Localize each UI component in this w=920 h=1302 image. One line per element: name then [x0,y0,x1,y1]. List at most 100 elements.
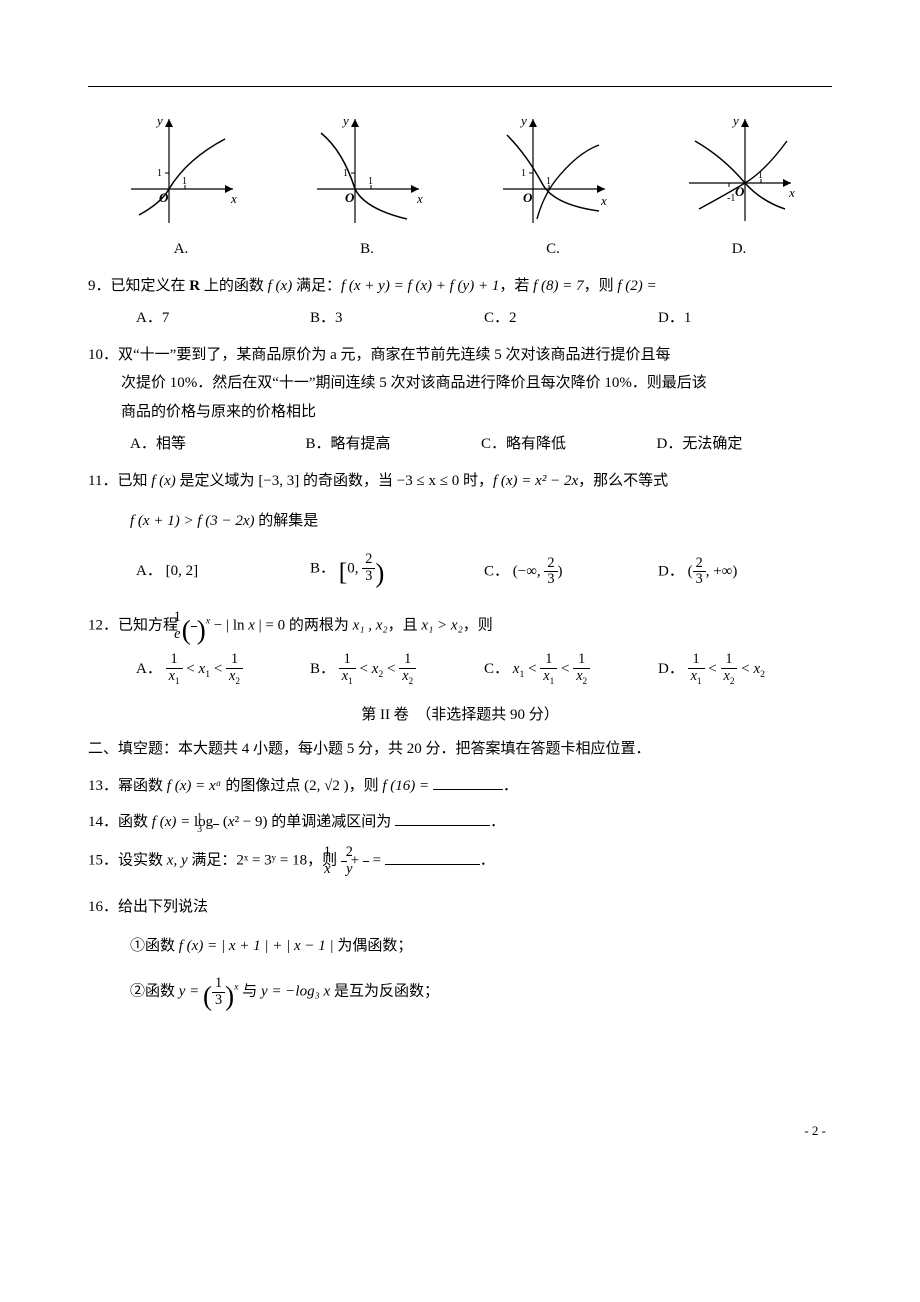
svg-text:1: 1 [157,168,162,179]
q15-number: 15． [88,853,118,869]
q12-opt-b: B． 1x1 < x2 < 1x2 [310,652,484,687]
q14-tail: ． [490,814,505,830]
q15-t2: 满足： [188,853,237,869]
q9-opt-d: D．1 [658,304,832,333]
graph-a-label: A. [121,235,241,264]
svg-text:x: x [230,191,237,206]
q12-a-label: A． [136,661,162,677]
q11-t1: 已知 [117,473,151,489]
q9-t3: 满足： [292,278,341,294]
q14-blank [395,811,490,826]
question-14: 14．函数 f (x) = log13 (x² − 9) 的单调递减区间为 ． [88,808,832,837]
q16-i1a: ①函数 [130,938,179,954]
q9-t2: 上的函数 [200,278,268,294]
svg-text:x: x [788,185,795,200]
q12-t2: 的两根为 [289,618,353,634]
q16-i2a: ②函数 [130,984,179,1000]
q11-opt-a: A． [0, 2] [136,557,310,586]
q10-l1: 双“十一”要到了，某商品原价为 a 元，商家在节前先连续 5 次对该商品进行提价… [118,347,670,363]
graph-a-svg: x y O 1 1 [121,111,241,231]
q16-text: 给出下列说法 [118,899,208,915]
q9-t1: 已知定义在 [111,278,190,294]
graph-options-row: x y O 1 1 A. x y O 1 1 [88,111,832,264]
q9-opt-a: A．7 [136,304,310,333]
q13-e2: f (16) = [382,778,429,794]
q15-tail: ． [480,853,495,869]
q16-i1c: 为偶函数； [334,938,413,954]
q11-number: 11． [88,473,117,489]
svg-text:1: 1 [368,176,373,187]
q12-b-label: B． [310,661,335,677]
q13-t2: 的图像过点 [222,778,305,794]
q13-number: 13． [88,778,118,794]
q14-t2: 的单调递减区间为 [271,814,391,830]
q9-eq: f (x + y) = f (x) + f (y) + 1 [341,278,499,294]
svg-text:O: O [523,190,533,205]
question-9: 9．已知定义在 R 上的函数 f (x) 满足：f (x + y) = f (x… [88,272,832,333]
question-16: 16．给出下列说法 ①函数 f (x) = | x + 1 | + | x − … [88,893,832,1008]
q12-opt-a: A． 1x1 < x1 < 1x2 [136,652,310,687]
q11-t5: ，那么不等式 [578,473,668,489]
svg-text:1: 1 [182,176,187,187]
q11-cond: −3 ≤ x ≤ 0 [397,473,459,489]
graph-c-svg: x y O 1 1 [493,111,613,231]
graph-option-a: x y O 1 1 A. [121,111,241,264]
svg-text:y: y [155,113,163,128]
q11-d-label: D． [658,563,684,579]
q9-f2: f (2) = [617,278,656,294]
q16-i2c: y = −log₃ x [261,984,330,1000]
q15-eq1: 2ˣ = 3ʸ = 18 [236,853,307,869]
q11-t2: 是定义域为 [176,473,259,489]
svg-text:x: x [600,193,607,208]
q9-number: 9． [88,278,111,294]
question-15: 15．设实数 x, y 满足：2ˣ = 3ʸ = 18，则 1x + 2y = … [88,845,832,877]
q12-t4: ，则 [463,618,493,634]
q10-l2: 次提价 10%．然后在双“十一”期间连续 5 次对该商品进行降价且每次降价 10… [121,369,832,398]
q13-t1: 幂函数 [118,778,167,794]
q11-b-label: B． [310,560,335,576]
q11-opt-c: C． (−∞, 23) [484,556,658,588]
q10-opt-c: C．略有降低 [481,430,657,459]
graph-b-label: B. [307,235,427,264]
q12-options: A． 1x1 < x1 < 1x2 B． 1x1 < x2 < 1x2 C． x… [136,652,832,687]
q11-a-val: [0, 2] [166,563,199,579]
q11-opt-d: D． (23, +∞) [658,556,832,588]
section-2-instr: 二、填空题：本大题共 4 小题，每小题 5 分，共 20 分．把答案填在答题卡相… [88,735,832,764]
q10-opt-b: B．略有提高 [306,430,482,459]
q14-number: 14． [88,814,118,830]
q9-options: A．7 B．3 C．2 D．1 [136,304,832,333]
q16-i2d: 是互为反函数； [330,984,439,1000]
q13-e1: f (x) = xᵅ [167,778,222,794]
graph-b-svg: x y O 1 1 [307,111,427,231]
q11-fx: f (x) [151,473,176,489]
question-12: 12．已知方程 (1e)x − | ln x | = 0 的两根为 x₁ , x… [88,610,832,687]
question-10: 10．双“十一”要到了，某商品原价为 a 元，商家在节前先连续 5 次对该商品进… [88,341,832,459]
graph-option-d: x y O 1 -1 D. [679,111,799,264]
q10-number: 10． [88,347,118,363]
svg-text:1: 1 [521,168,526,179]
graph-d-label: D. [679,235,799,264]
page-number: - 2 - [88,1119,832,1144]
q13-blank [433,775,503,790]
q12-roots: x₁ , x₂ [353,618,388,634]
q12-number: 12． [88,618,118,634]
q16-i2b: 与 [242,984,261,1000]
q9-t4: ，若 [499,278,533,294]
q13-t3: ，则 [349,778,383,794]
q11-a-label: A． [136,563,162,579]
question-11: 11．已知 f (x) 是定义域为 [−3, 3] 的奇函数，当 −3 ≤ x … [88,467,832,596]
q15-t1: 设实数 [118,853,167,869]
q12-opt-d: D． 1x1 < 1x2 < x2 [658,652,832,687]
q11-t3: 的奇函数，当 [299,473,397,489]
page-top-rule [88,86,832,87]
q12-t3: ，且 [388,618,422,634]
q12-opt-c: C． x1 < 1x1 < 1x2 [484,652,658,687]
q11-ineq: f (x + 1) > f (3 − 2x) [130,513,255,529]
q9-R: R [189,278,200,294]
q10-opt-a: A．相等 [130,430,306,459]
q16-i1b: f (x) = | x + 1 | + | x − 1 | [179,938,334,954]
q12-d-label: D． [658,661,684,677]
svg-text:x: x [416,191,423,206]
q12-c-label: C． [484,661,509,677]
svg-text:y: y [341,113,349,128]
